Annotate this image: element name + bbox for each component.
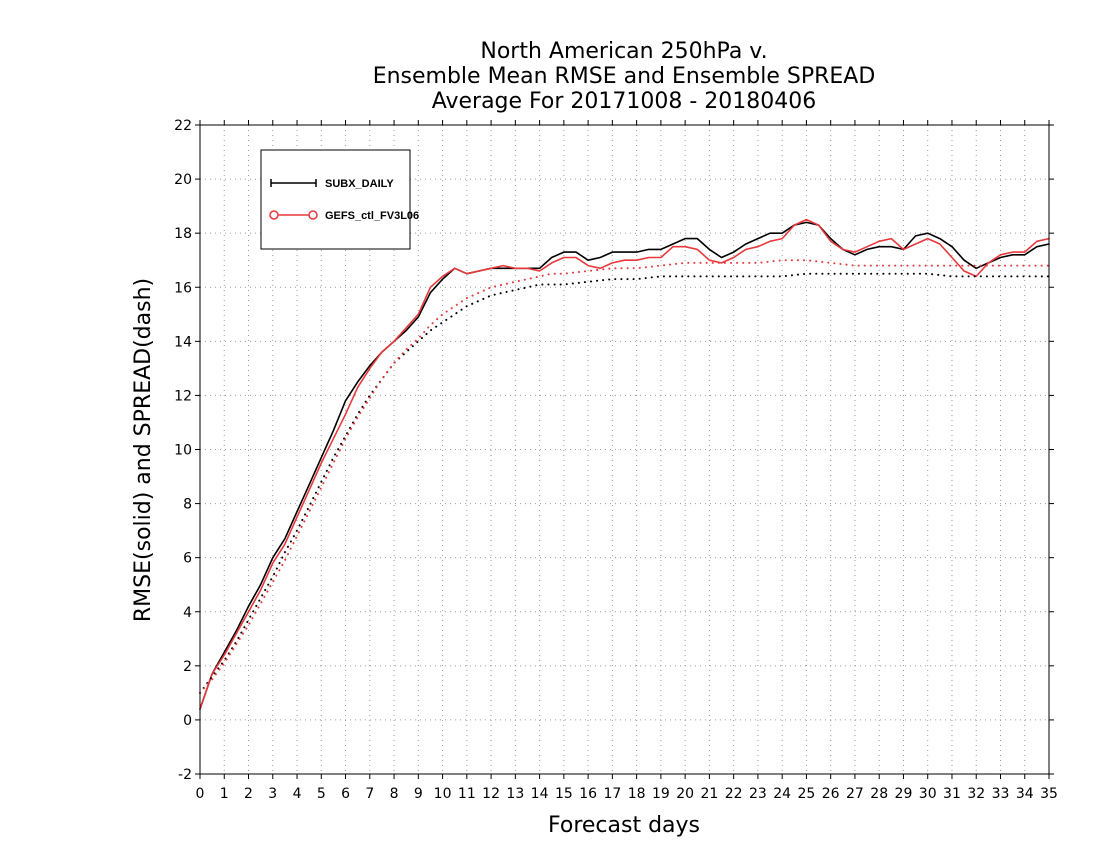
y-tick-label: -2 [178,767,192,783]
x-tick-label: 14 [531,786,549,802]
x-axis: 0 1 2 3 4 5 6 7 8 9 10 11 12 13 14 15 16 17 18 19 20 21 22 23 24… [196,120,1058,802]
series-line-subx-daily-spread [199,272,1050,694]
x-tick-label: 3 [268,786,277,802]
y-tick-label: 6 [183,551,192,567]
y-tick-label: 14 [174,334,192,350]
x-tick-label: 34 [1016,786,1034,802]
y-axis: -2 0 2 4 6 8 10 12 14 16 18 20 22 [174,118,1054,783]
y-tick-label: 4 [183,605,192,621]
chart-title-line-2: Ensemble Mean RMSE and Ensemble SPREAD [373,64,876,89]
series-line-gefs-ctl-fv3l06-spread [199,259,1050,694]
legend-item-subx: SUBX_DAILY [270,178,394,190]
x-tick-label: 26 [822,786,840,802]
y-tick-label: 0 [183,713,192,729]
x-tick-label: 13 [506,786,524,802]
x-tick-label: 22 [725,786,743,802]
y-tick-label: 10 [174,443,192,459]
x-tick-label: 15 [555,786,573,802]
x-tick-label: 7 [365,786,374,802]
y-tick-label: 22 [174,118,192,134]
y-tick-label: 20 [174,172,192,188]
x-tick-label: 11 [458,786,476,802]
y-tick-label: 2 [183,659,192,675]
y-tick-label: 8 [183,497,192,513]
series-line-subx-daily-rmse [199,221,1050,710]
chart-title-line-1: North American 250hPa v. [480,39,767,64]
series-lines [199,218,1050,710]
x-tick-label: 31 [943,786,961,802]
legend-item-gefs: GEFS_ctl_FV3L06 [269,210,419,222]
grid-lines [199,124,1050,775]
x-tick-label: 29 [895,786,913,802]
x-tick-label: 21 [700,786,718,802]
x-tick-label: 16 [579,786,597,802]
x-tick-label: 30 [919,786,937,802]
x-tick-label: 24 [773,786,791,802]
x-tick-label: 19 [652,786,670,802]
circle-marker-icon [269,210,279,220]
x-tick-label: 27 [846,786,864,802]
chart-title-line-3: Average For 20171008 - 20180406 [432,89,817,114]
series-line-gefs-ctl-fv3l06-rmse [199,218,1050,710]
x-tick-label: 2 [244,786,253,802]
x-tick-label: 9 [414,786,423,802]
x-tick-label: 1 [220,786,229,802]
x-tick-label: 10 [434,786,452,802]
x-tick-label: 28 [870,786,888,802]
x-tick-label: 35 [1040,786,1058,802]
y-tick-label: 18 [174,226,192,242]
y-axis-label: RMSE(solid) and SPREAD(dash) [131,278,156,622]
x-tick-label: 0 [196,786,205,802]
chart-title: North American 250hPa v. Ensemble Mean R… [373,39,876,114]
circle-marker-icon [308,210,318,220]
x-tick-label: 4 [293,786,302,802]
x-tick-label: 12 [482,786,500,802]
x-tick-label: 25 [798,786,816,802]
x-tick-label: 20 [676,786,694,802]
y-tick-label: 12 [174,388,192,404]
x-tick-label: 8 [390,786,399,802]
x-axis-label: Forecast days [548,813,700,838]
x-tick-label: 23 [749,786,767,802]
legend: SUBX_DAILY GEFS_ctl_FV3L06 [260,149,419,250]
x-tick-label: 17 [603,786,621,802]
x-tick-label: 6 [341,786,350,802]
legend-label-subx: SUBX_DAILY [325,178,394,190]
x-tick-label: 5 [317,786,326,802]
y-tick-label: 16 [174,280,192,296]
x-tick-label: 18 [628,786,646,802]
legend-label-gefs: GEFS_ctl_FV3L06 [325,210,419,222]
x-tick-label: 32 [967,786,985,802]
plus-marker-icon [270,179,317,187]
x-tick-label: 33 [992,786,1010,802]
legend-box [260,149,411,250]
